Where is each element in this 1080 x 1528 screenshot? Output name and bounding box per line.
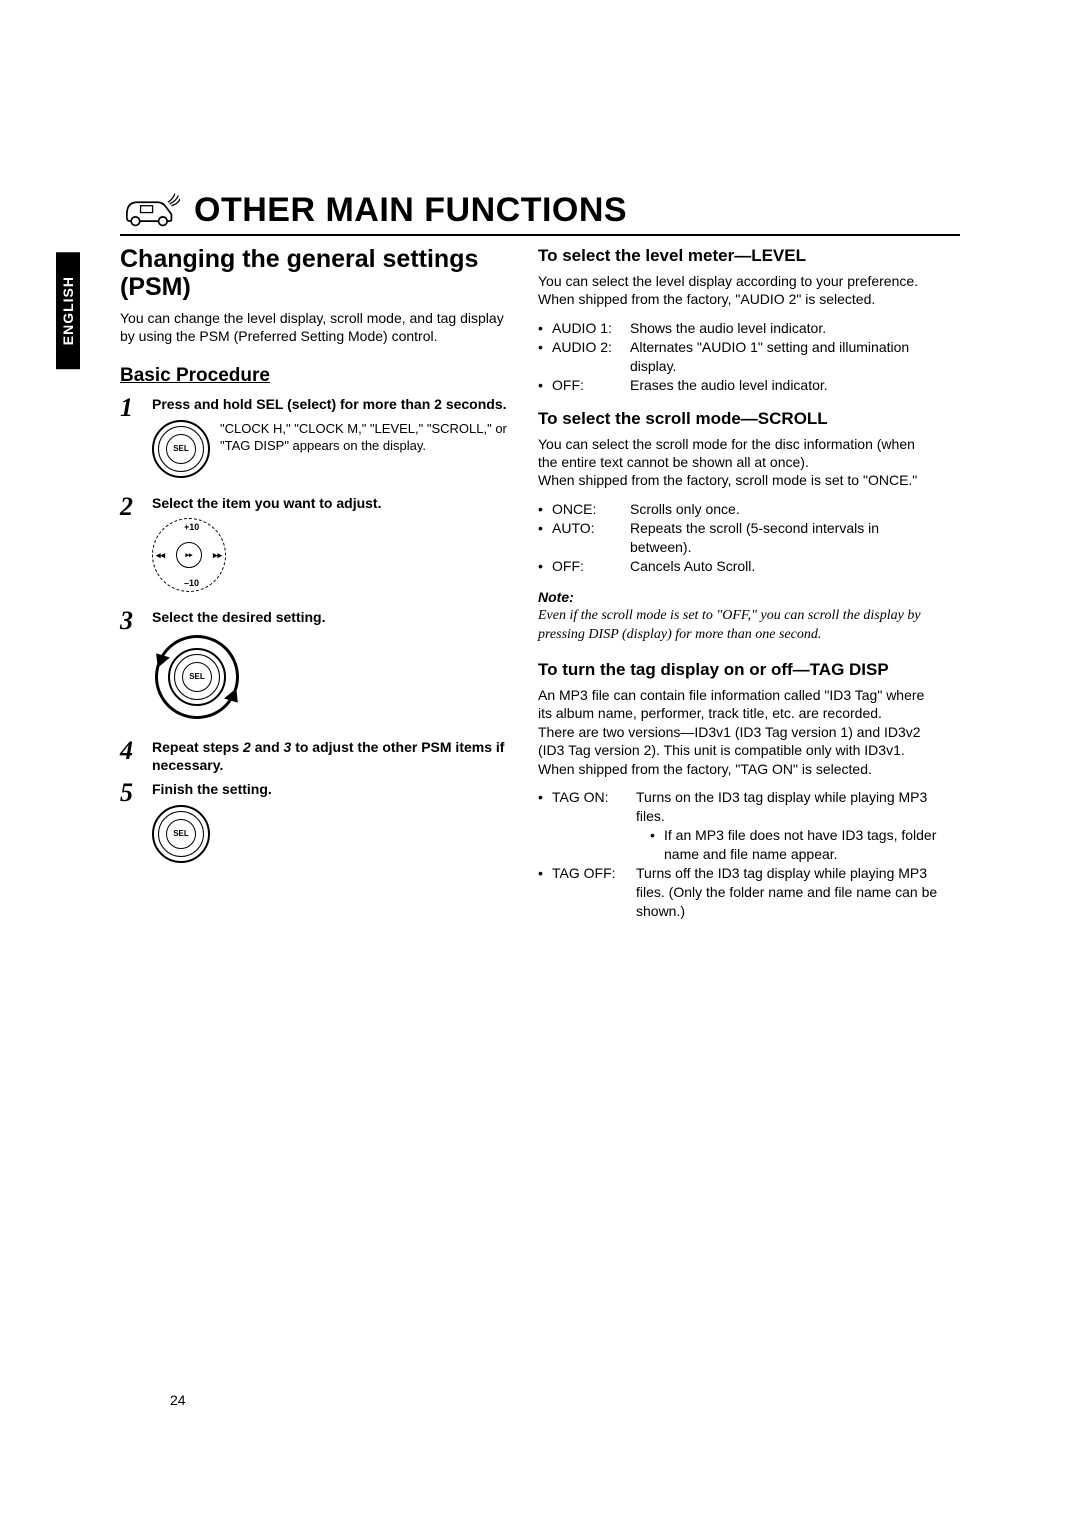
sel-button-icon: SEL bbox=[152, 420, 210, 478]
tag-para: An MP3 file can contain file information… bbox=[538, 686, 938, 778]
list-item: • ONCE: Scrolls only once. bbox=[538, 500, 938, 519]
step-title: Finish the setting. bbox=[152, 780, 510, 798]
step-1: 1 Press and hold SEL (select) for more t… bbox=[120, 395, 510, 487]
level-para: You can select the level display accordi… bbox=[538, 272, 938, 309]
main-title: OTHER MAIN FUNCTIONS bbox=[194, 191, 627, 230]
list-item: • AUTO: Repeats the scroll (5-second int… bbox=[538, 519, 938, 557]
down-arrow-icon: –10 bbox=[184, 578, 199, 588]
list-item: • OFF: Cancels Auto Scroll. bbox=[538, 557, 938, 576]
step-5: 5 Finish the setting. SEL bbox=[120, 780, 510, 872]
left-column: ENGLISH Changing the general settings (P… bbox=[120, 246, 510, 934]
note-body: Even if the scroll mode is set to "OFF,"… bbox=[538, 607, 938, 643]
nav-pad-icon: ▸▸ +10 –10 ◂◂ ▸▸ bbox=[152, 518, 226, 592]
list-item: • AUDIO 1: Shows the audio level indicat… bbox=[538, 319, 938, 338]
right-column: To select the level meter—LEVEL You can … bbox=[538, 246, 938, 934]
step-number: 3 bbox=[120, 608, 142, 732]
step-title: Press and hold SEL (select) for more tha… bbox=[152, 395, 510, 413]
step-number: 4 bbox=[120, 738, 142, 774]
step-2: 2 Select the item you want to adjust. ▸▸… bbox=[120, 494, 510, 602]
basic-procedure-heading: Basic Procedure bbox=[120, 365, 510, 387]
car-radio-icon bbox=[120, 190, 180, 230]
list-item: • TAG ON: Turns on the ID3 tag display w… bbox=[538, 788, 938, 826]
step-title: Select the desired setting. bbox=[152, 608, 510, 626]
sel-label: SEL bbox=[166, 434, 196, 464]
up-arrow-icon: +10 bbox=[184, 522, 199, 532]
list-item: • OFF: Erases the audio level indicator. bbox=[538, 376, 938, 395]
page-header: OTHER MAIN FUNCTIONS bbox=[120, 190, 960, 236]
step-number: 1 bbox=[120, 395, 142, 487]
sel-rotate-icon: SEL bbox=[152, 632, 242, 722]
step-title: Repeat steps 2 and 3 to adjust the other… bbox=[152, 738, 510, 774]
tag-options: • TAG ON: Turns on the ID3 tag display w… bbox=[538, 788, 938, 920]
level-options: • AUDIO 1: Shows the audio level indicat… bbox=[538, 319, 938, 395]
list-sub-item: • If an MP3 file does not have ID3 tags,… bbox=[538, 826, 938, 864]
language-tab: ENGLISH bbox=[56, 252, 80, 369]
sel-button-icon: SEL bbox=[152, 805, 210, 863]
step-3: 3 Select the desired setting. SEL bbox=[120, 608, 510, 732]
step-number: 5 bbox=[120, 780, 142, 872]
level-heading: To select the level meter—LEVEL bbox=[538, 246, 938, 266]
step-4: 4 Repeat steps 2 and 3 to adjust the oth… bbox=[120, 738, 510, 774]
scroll-heading: To select the scroll mode—SCROLL bbox=[538, 409, 938, 429]
list-item: • AUDIO 2: Alternates "AUDIO 1" setting … bbox=[538, 338, 938, 376]
intro-text: You can change the level display, scroll… bbox=[120, 309, 510, 345]
note-label: Note: bbox=[538, 589, 938, 605]
step-number: 2 bbox=[120, 494, 142, 602]
scroll-options: • ONCE: Scrolls only once. • AUTO: Repea… bbox=[538, 500, 938, 576]
step-title: Select the item you want to adjust. bbox=[152, 494, 510, 512]
list-item: • TAG OFF: Turns off the ID3 tag display… bbox=[538, 864, 938, 921]
page-number: 24 bbox=[170, 1392, 186, 1408]
step-description: "CLOCK H," "CLOCK M," "LEVEL," "SCROLL,"… bbox=[220, 420, 510, 455]
section-title: Changing the general settings (PSM) bbox=[120, 246, 510, 301]
left-arrow-icon: ◂◂ bbox=[156, 550, 165, 561]
right-arrow-icon: ▸▸ bbox=[213, 550, 222, 561]
nav-center: ▸▸ bbox=[176, 542, 202, 568]
tag-heading: To turn the tag display on or off—TAG DI… bbox=[538, 660, 938, 680]
scroll-para: You can select the scroll mode for the d… bbox=[538, 435, 938, 490]
